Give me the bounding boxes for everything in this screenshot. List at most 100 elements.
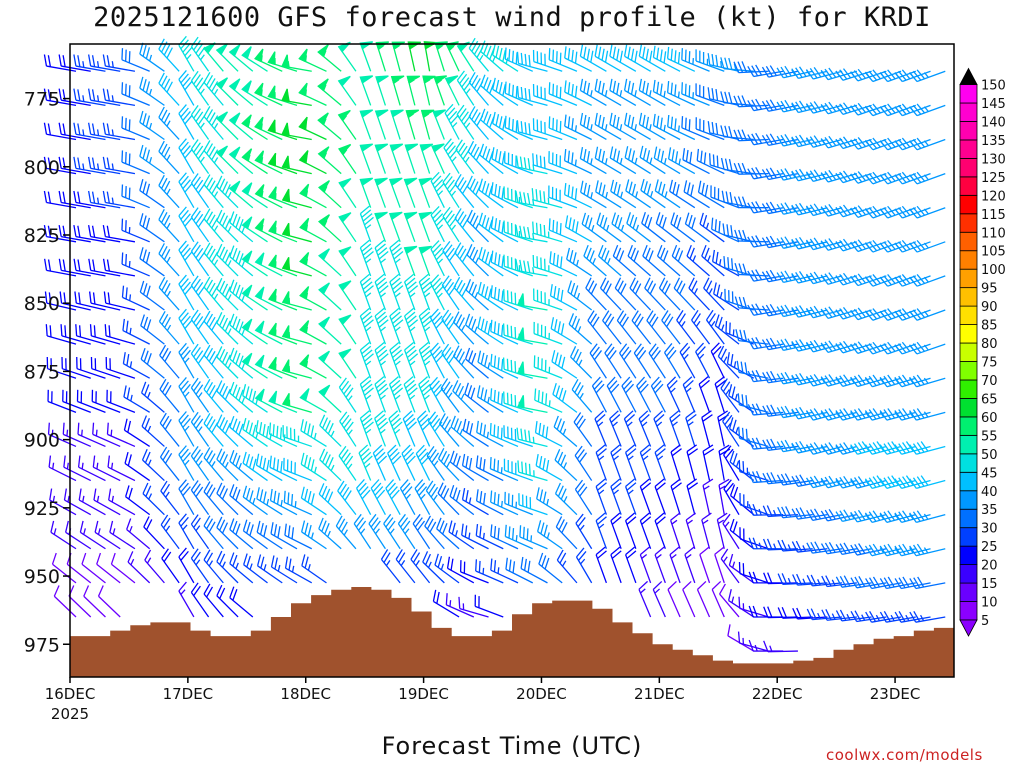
wind-barb: [478, 246, 504, 277]
wind-barb: [228, 78, 254, 106]
wind-barb: [490, 353, 519, 379]
colorbar-label: 20: [981, 559, 998, 574]
wind-barb: [566, 247, 593, 277]
wind-barb: [268, 390, 298, 413]
wind-barb: [444, 75, 460, 106]
wind-barb: [43, 224, 77, 243]
credit-link[interactable]: coolwx.com/models: [826, 746, 983, 764]
wind-barb: [78, 488, 106, 516]
wind-barb: [158, 277, 180, 311]
wind-barb: [216, 346, 239, 379]
wind-barb: [108, 488, 136, 516]
wind-barb: [476, 420, 504, 448]
colorbar-label: 50: [981, 448, 998, 463]
wind-barb: [638, 44, 666, 72]
wind-barb: [229, 313, 254, 345]
wind-barb: [388, 410, 403, 447]
wind-barb: [722, 513, 740, 550]
wind-barb: [835, 542, 872, 556]
wind-barb: [60, 324, 91, 345]
wind-barb: [654, 478, 666, 515]
wind-barb: [190, 343, 210, 379]
wind-barb: [639, 444, 652, 481]
wind-barb: [190, 70, 210, 106]
wind-barb: [444, 103, 460, 140]
wind-barb: [73, 88, 106, 107]
wind-barb: [76, 389, 106, 413]
wind-barb: [728, 553, 755, 584]
wind-barb: [269, 455, 298, 482]
wind-barb: [430, 240, 445, 277]
wind-barb: [879, 611, 916, 623]
wind-barb: [142, 482, 165, 516]
wind-barb: [254, 218, 283, 243]
wind-barb: [747, 166, 784, 180]
wind-barb: [654, 179, 681, 209]
wind-barb: [653, 410, 666, 447]
wind-barb: [268, 288, 298, 311]
colorbar-label: 55: [981, 429, 998, 444]
wind-barb: [268, 322, 298, 345]
wind-barb: [159, 378, 180, 413]
wind-barb: [733, 129, 769, 142]
wind-barb: [178, 547, 195, 584]
wind-barb: [229, 279, 254, 311]
wind-barb: [418, 245, 433, 277]
wind-barb: [624, 112, 651, 141]
wind-barb: [776, 473, 813, 486]
wind-barb: [190, 36, 210, 72]
wind-barb: [389, 143, 404, 174]
wind-barb: [418, 177, 433, 208]
wind-barb: [446, 556, 475, 584]
wind-barb: [106, 422, 136, 448]
wind-barb: [281, 257, 312, 277]
wind-barb: [747, 403, 784, 416]
wind-barb: [299, 183, 327, 209]
wind-barb: [535, 453, 563, 482]
wind-barb: [298, 48, 327, 72]
wind-barb: [418, 307, 433, 345]
wind-barb: [763, 640, 798, 653]
wind-barb: [567, 280, 593, 311]
wind-barb: [909, 274, 946, 287]
wind-barb: [579, 112, 607, 141]
wind-barb: [806, 541, 843, 554]
wind-barb: [121, 184, 150, 209]
wind-barb: [190, 104, 210, 140]
wind-barb: [648, 343, 666, 379]
wind-barb: [458, 596, 489, 618]
wind-barb: [73, 224, 106, 243]
wind-barb: [74, 291, 106, 311]
wind-barb: [503, 458, 533, 482]
wind-barb: [241, 216, 268, 243]
wind-barb: [574, 445, 593, 481]
wind-barb: [318, 517, 342, 550]
wind-barb: [490, 388, 519, 413]
wind-barb: [762, 505, 798, 518]
wind-barb: [589, 343, 607, 379]
wind-barb: [94, 520, 121, 550]
wind-barb: [667, 114, 696, 141]
wind-barb: [90, 356, 121, 379]
wind-barb: [441, 275, 460, 311]
colorbar-swatch: [959, 268, 978, 289]
colorbar-label: 40: [981, 485, 998, 500]
wind-barb: [504, 151, 533, 175]
wind-barb: [602, 310, 622, 345]
wind-barb: [335, 515, 357, 550]
wind-barb: [317, 44, 342, 72]
wind-barb: [480, 108, 504, 140]
wind-barb: [679, 342, 696, 379]
wind-barb: [598, 244, 622, 277]
wind-barb: [83, 585, 106, 618]
wind-barb: [551, 350, 578, 379]
x-tick-label: 21DEC: [634, 685, 685, 703]
wind-barb: [301, 520, 327, 550]
wind-barb: [594, 410, 608, 447]
wind-barb: [92, 455, 121, 482]
wind-barb: [139, 110, 165, 141]
wind-barb: [374, 177, 388, 208]
wind-barb: [697, 180, 725, 209]
wind-barb: [228, 112, 254, 140]
wind-barb: [625, 179, 651, 209]
